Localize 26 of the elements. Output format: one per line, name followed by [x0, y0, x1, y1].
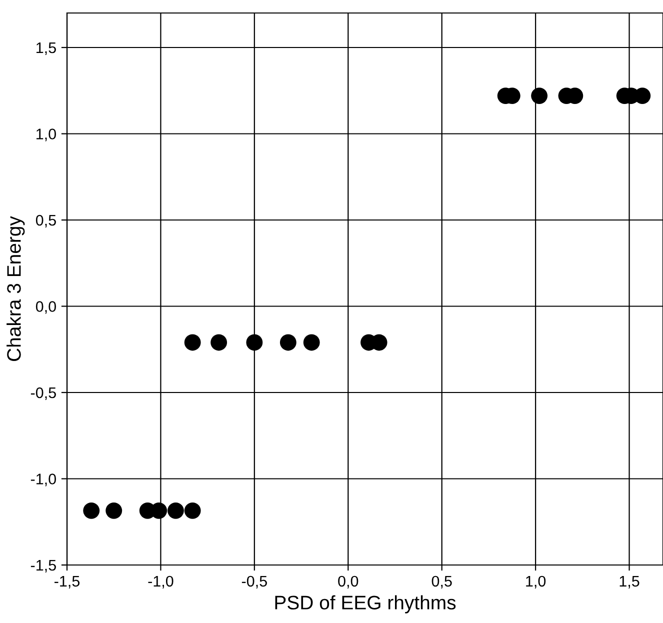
y-tick-label: -1,0	[30, 474, 56, 486]
point	[184, 334, 201, 351]
point	[246, 334, 263, 351]
point	[83, 502, 100, 519]
x-tick-label: -0,5	[242, 576, 267, 588]
point	[210, 334, 228, 351]
x-tick-label: -1,5	[54, 576, 80, 588]
point	[280, 334, 296, 351]
point	[167, 502, 184, 519]
y-tick-label: 0,0	[36, 301, 56, 314]
point	[106, 502, 122, 519]
y-axis-title: Chakra 3 Energy	[6, 216, 25, 361]
point	[303, 334, 320, 351]
x-tick-label: 0,0	[338, 576, 358, 588]
x-tick-label: 1,5	[620, 576, 640, 588]
y-tick-label: 1,5	[36, 42, 56, 55]
point	[184, 502, 201, 519]
x-tick-label: 1,0	[526, 576, 546, 588]
x-tick-label: 0,5	[432, 576, 452, 588]
y-tick-label: -1,5	[30, 560, 56, 572]
point	[531, 88, 548, 104]
y-tick-label: -0,5	[30, 387, 56, 400]
x-axis-title: PSD of EEG rhythms	[275, 595, 456, 614]
y-tick-label: 0,5	[36, 214, 56, 228]
x-tick-label: -1,0	[148, 576, 174, 588]
y-tick-label: 1,0	[36, 128, 56, 142]
